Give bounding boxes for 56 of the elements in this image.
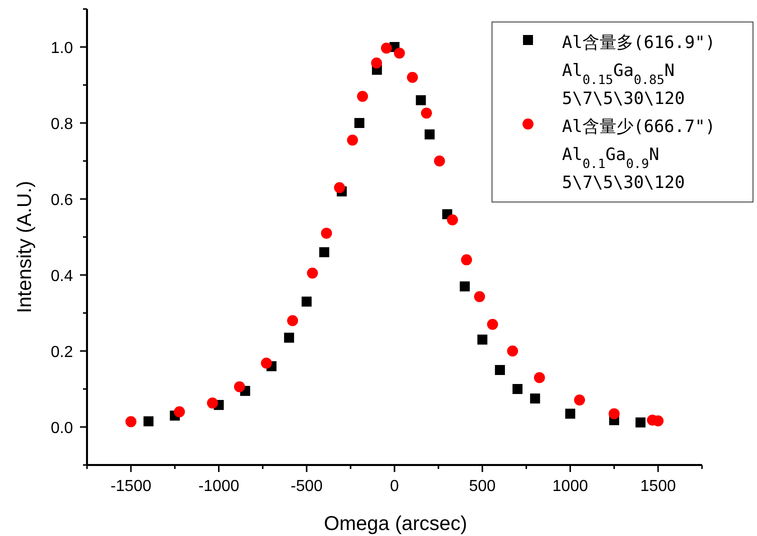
y-tick-label: 0.2	[50, 344, 74, 361]
point	[357, 90, 368, 102]
x-tick-label: -1000	[198, 478, 240, 495]
point	[284, 332, 294, 343]
x-tick-label: -1500	[110, 478, 152, 495]
point	[371, 57, 382, 68]
point	[206, 398, 218, 409]
y-tick-label: 0.4	[50, 268, 74, 285]
point	[416, 95, 426, 106]
point	[260, 358, 272, 369]
y-axis-title: Intensity (A.U.)	[14, 180, 36, 314]
x-tick-label: -500	[290, 478, 323, 495]
y-tick-label: 0.6	[50, 192, 74, 209]
point	[512, 384, 522, 394]
legend-label: Al含量少(666.7") Al$_{0.1}$Ga$_{0.9}$N 5\7\5\30\120	[562, 117, 716, 193]
point	[406, 72, 418, 83]
x-tick-label: 1500	[640, 478, 676, 495]
point	[354, 118, 364, 128]
point	[608, 408, 620, 420]
point	[636, 417, 646, 428]
point	[565, 408, 576, 419]
x-tick-label: 1000	[552, 478, 588, 495]
x-tick-label: 500	[469, 478, 496, 495]
point	[494, 365, 505, 375]
y-tick-label: 0.8	[50, 116, 74, 133]
point	[460, 281, 470, 292]
point	[420, 108, 432, 119]
point	[507, 346, 518, 356]
point	[487, 318, 498, 330]
point	[174, 406, 185, 418]
legend-label: Al含量多(616.9") Al$_{0.15}$Ga$_{0.85}$N 5\7\5\30\120	[562, 33, 716, 109]
point	[234, 381, 246, 392]
point	[334, 182, 345, 194]
y-tick-label: 0.0	[50, 420, 74, 437]
point	[347, 134, 358, 146]
point	[461, 254, 472, 266]
point	[394, 48, 405, 59]
point	[474, 291, 486, 302]
point	[306, 268, 318, 279]
x-axis-title: Omega (arcsec)	[324, 513, 468, 535]
point	[380, 42, 392, 54]
point	[446, 214, 458, 226]
point	[302, 296, 312, 307]
point	[534, 372, 545, 384]
point	[287, 315, 298, 326]
point	[530, 394, 540, 404]
point	[477, 334, 488, 345]
x-tick-label: 0	[390, 478, 400, 495]
point	[424, 129, 435, 140]
point	[321, 228, 332, 239]
point	[144, 416, 154, 426]
point	[319, 247, 330, 258]
y-tick-label: 1.0	[50, 40, 74, 57]
point	[574, 394, 586, 406]
point	[125, 416, 136, 428]
point	[434, 156, 445, 166]
